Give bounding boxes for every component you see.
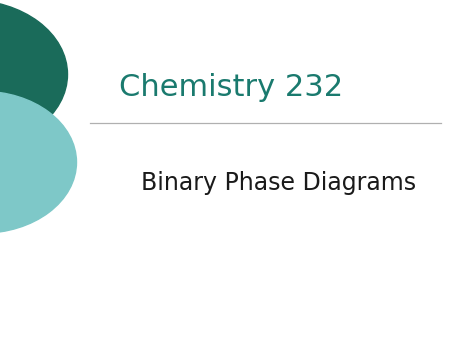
Text: Binary Phase Diagrams: Binary Phase Diagrams [141, 170, 417, 195]
Text: Chemistry 232: Chemistry 232 [119, 73, 343, 102]
Circle shape [0, 0, 68, 149]
Circle shape [0, 91, 76, 233]
